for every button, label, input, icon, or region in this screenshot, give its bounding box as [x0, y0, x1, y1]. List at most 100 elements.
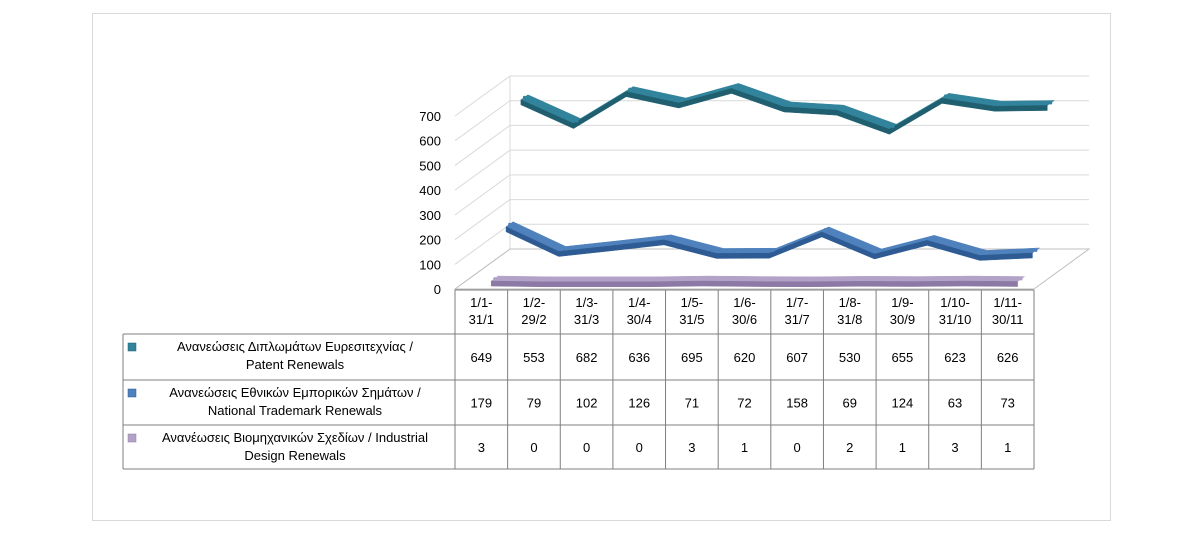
x-tick-label: 30/9: [890, 312, 915, 327]
data-point: [929, 236, 933, 240]
series-ribbon-top: [520, 94, 582, 124]
data-label: 2: [846, 440, 853, 455]
legend-label: Ανανεώσεις Διπλωμάτων Ευρεσιτεχνίας /: [177, 339, 413, 354]
series-ribbon-side: [889, 97, 943, 135]
series-ribbon-top: [753, 276, 815, 283]
x-tick-label: 30/6: [732, 312, 757, 327]
gridline-side: [454, 174, 511, 216]
data-point: [545, 277, 549, 281]
series-ribbon-side: [994, 105, 1048, 112]
data-label: 179: [470, 396, 492, 411]
x-tick-label: 1/1-: [470, 295, 492, 310]
data-label: 63: [948, 396, 962, 411]
series-line-1: [520, 83, 1056, 135]
legend-key: [127, 388, 137, 398]
x-tick-label: 1/9-: [891, 295, 913, 310]
y-tick-label: 500: [419, 158, 441, 173]
series-ribbon-top: [911, 275, 973, 282]
data-table: 1/1- 31/1 1/2- 29/2 1/3- 31/3 1/4- 30/4 1/5- 31/5…: [122, 289, 1035, 470]
y-tick-label: 600: [419, 134, 441, 149]
y-axis: 0 100 200 300 400 500 600 700: [419, 109, 441, 297]
series-ribbon-side: [701, 280, 755, 287]
x-tick-label: 31/10: [939, 312, 972, 327]
data-label: 620: [734, 350, 756, 365]
data-point: [996, 102, 1000, 106]
series-line-3: [490, 275, 1026, 288]
x-tick-label: 1/10-: [940, 295, 970, 310]
data-point: [809, 277, 813, 281]
series-ribbon-top: [700, 275, 763, 282]
data-point: [718, 249, 722, 253]
data-label: 71: [685, 396, 699, 411]
data-label: 3: [478, 440, 485, 455]
gridline-side: [454, 75, 511, 117]
data-label: 102: [576, 396, 598, 411]
series-ribbon-top: [715, 247, 778, 254]
data-label: 126: [628, 396, 650, 411]
data-point: [575, 119, 579, 123]
legend-label: Design Renewals: [244, 448, 346, 463]
x-tick-label: 1/4-: [628, 295, 650, 310]
data-point: [733, 84, 737, 88]
series-ribbon-top: [595, 276, 657, 283]
data-point: [823, 227, 827, 231]
data-point: [598, 277, 602, 281]
gridline-side: [454, 223, 511, 265]
series-ribbon-side: [912, 280, 966, 287]
series-ribbon-top: [858, 276, 921, 282]
series-ribbon-side: [573, 91, 627, 129]
data-point: [861, 277, 865, 281]
data-label: 636: [628, 350, 650, 365]
data-point: [786, 102, 790, 106]
chart-floor: [453, 248, 1091, 290]
data-label: 1: [899, 440, 906, 455]
series-ribbon-top: [964, 275, 1026, 282]
x-tick-label: 1/5-: [681, 295, 703, 310]
series-group: [490, 83, 1056, 288]
data-point: [891, 125, 895, 129]
series-line-2: [505, 221, 1041, 261]
series-ribbon-top: [505, 221, 567, 252]
x-tick-label: 30/11: [992, 312, 1024, 327]
legend-label: National Trademark Renewals: [208, 403, 383, 418]
legend-key: [127, 433, 137, 443]
data-point: [493, 277, 497, 281]
data-point: [1019, 277, 1023, 281]
data-label: 1: [1004, 440, 1011, 455]
data-point: [838, 106, 842, 110]
data-label: 1: [741, 440, 748, 455]
data-point: [613, 241, 617, 245]
data-label: 73: [1000, 396, 1014, 411]
data-label: 0: [530, 440, 537, 455]
gridline-side: [454, 100, 511, 142]
data-label: 158: [786, 396, 808, 411]
x-tick-label: 31/5: [679, 312, 704, 327]
legend-label: Ανανέωσεις Βιομηχανικών Σχεδίων / Indust…: [162, 430, 428, 445]
data-point: [560, 247, 564, 251]
series-ribbon-side: [859, 281, 913, 287]
x-tick-label: 31/3: [574, 312, 599, 327]
data-point: [665, 235, 669, 239]
data-label: 79: [527, 396, 541, 411]
x-tick-label: 1/7-: [786, 295, 808, 310]
y-tick-label: 0: [434, 282, 441, 297]
data-point: [1034, 248, 1038, 252]
data-point: [651, 277, 655, 281]
series-ribbon-side: [596, 281, 650, 288]
y-tick-label: 100: [419, 257, 441, 272]
data-point: [703, 277, 707, 281]
data-point: [1049, 101, 1053, 105]
data-point: [756, 277, 760, 281]
data-label: 72: [737, 396, 751, 411]
gridline-side: [454, 149, 511, 191]
data-point: [914, 277, 918, 281]
y-tick-label: 200: [419, 233, 441, 248]
x-tick-label: 1/6-: [733, 295, 755, 310]
series-ribbon-side: [754, 281, 808, 288]
legend-key: [127, 342, 137, 352]
series-ribbon-side: [490, 280, 545, 288]
y-tick-label: 400: [419, 183, 441, 198]
series-ribbon-side: [543, 281, 597, 288]
data-point: [522, 95, 526, 99]
